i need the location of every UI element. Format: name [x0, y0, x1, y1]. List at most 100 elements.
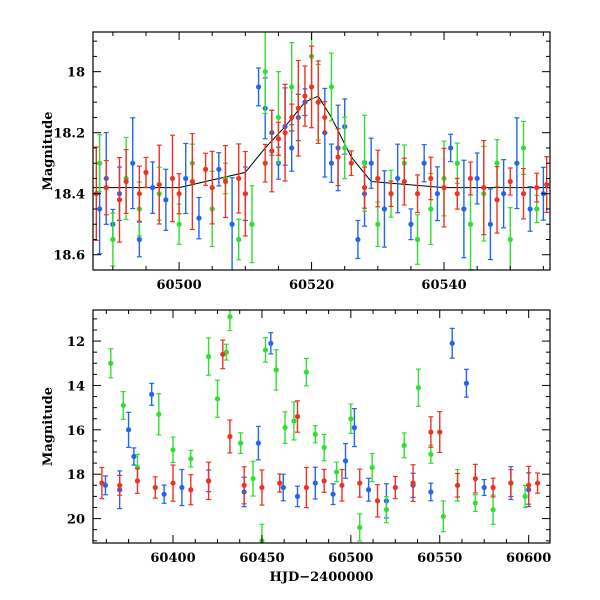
- data-point: [130, 160, 136, 166]
- data-point: [188, 487, 194, 493]
- data-point: [295, 105, 301, 111]
- data-point: [282, 130, 288, 136]
- data-point: [188, 456, 194, 462]
- data-point: [454, 191, 460, 197]
- data-point: [222, 178, 229, 185]
- data-point: [322, 114, 328, 121]
- data-point: [328, 160, 335, 166]
- data-point: [259, 484, 265, 491]
- data-point: [368, 160, 374, 166]
- data-point: [277, 480, 283, 486]
- data-point: [428, 175, 434, 182]
- y-axis-label: Magnitude: [41, 387, 56, 466]
- y-tick-label: 12: [67, 335, 85, 350]
- data-point: [351, 425, 357, 431]
- data-point: [507, 236, 513, 243]
- data-point: [220, 351, 226, 357]
- data-point: [357, 480, 363, 486]
- data-point: [527, 206, 533, 212]
- data-point: [494, 160, 500, 166]
- data-point: [249, 221, 255, 227]
- data-point: [262, 160, 268, 166]
- series-1: [97, 67, 546, 270]
- data-point: [123, 178, 129, 185]
- data-point: [303, 369, 309, 375]
- data-point: [179, 484, 185, 491]
- y-tick-label: 18: [67, 468, 85, 483]
- data-point: [428, 451, 434, 457]
- data-point: [342, 458, 349, 464]
- data-point: [269, 148, 275, 154]
- data-point: [494, 197, 500, 203]
- data-point: [163, 197, 169, 203]
- plot-frame: [92, 31, 551, 271]
- data-point: [255, 84, 262, 90]
- data-point: [131, 453, 137, 460]
- x-tick-label: 60500: [156, 278, 201, 293]
- data-point: [120, 402, 126, 409]
- data-point: [97, 160, 103, 166]
- data-point: [481, 185, 487, 191]
- data-point: [321, 444, 327, 451]
- data-point: [428, 206, 434, 212]
- data-point: [143, 169, 149, 175]
- x-tick-label: 60550: [417, 551, 462, 566]
- data-point: [520, 145, 527, 151]
- data-point: [501, 191, 507, 197]
- data-point: [262, 347, 269, 353]
- data-point: [508, 480, 514, 486]
- data-point: [401, 178, 407, 185]
- data-point: [534, 185, 540, 191]
- y-tick-label: 18.4: [53, 188, 85, 203]
- data-point: [410, 480, 416, 486]
- data-point: [449, 340, 455, 346]
- top-panel-zoomed-light-curve: 60500 60520 60540 18 18.2 18.4 18.6 Magnitude: [41, 31, 551, 293]
- data-point: [152, 484, 158, 491]
- data-point: [381, 206, 388, 212]
- data-point: [110, 236, 116, 243]
- data-point: [136, 236, 142, 243]
- data-point: [170, 480, 176, 486]
- data-point: [428, 489, 434, 495]
- data-point: [520, 191, 527, 197]
- data-point: [440, 513, 446, 519]
- series-2: [108, 310, 528, 543]
- data-point: [357, 524, 363, 531]
- data-point: [156, 181, 162, 188]
- data-point: [227, 433, 233, 440]
- y-tick-label: 16: [67, 424, 85, 439]
- x-tick-label: 60400: [150, 551, 195, 566]
- data-point: [335, 154, 341, 160]
- data-point: [395, 175, 401, 182]
- data-point: [437, 429, 443, 435]
- y-tick-label: 18.6: [53, 249, 85, 264]
- data-point: [534, 206, 540, 212]
- data-point: [289, 114, 295, 121]
- data-point: [507, 178, 513, 185]
- data-point: [282, 425, 288, 431]
- data-point: [544, 181, 550, 188]
- data-point: [472, 500, 478, 506]
- data-point: [214, 396, 221, 402]
- data-point: [481, 484, 487, 491]
- x-tick-label: 60450: [239, 551, 284, 566]
- data-point: [229, 221, 235, 227]
- data-point: [490, 507, 496, 513]
- data-point: [388, 191, 394, 197]
- plot-area: [99, 310, 541, 543]
- data-point: [428, 429, 434, 435]
- data-point: [514, 160, 520, 166]
- data-point: [487, 221, 493, 227]
- data-point: [242, 191, 248, 197]
- data-point: [308, 84, 315, 90]
- data-point: [280, 484, 286, 491]
- data-point: [170, 447, 176, 453]
- data-point: [236, 175, 242, 182]
- data-point: [361, 160, 368, 166]
- data-point: [149, 391, 155, 397]
- data-point: [289, 84, 295, 90]
- data-point: [348, 160, 354, 166]
- data-point: [312, 480, 318, 486]
- data-point: [294, 493, 301, 499]
